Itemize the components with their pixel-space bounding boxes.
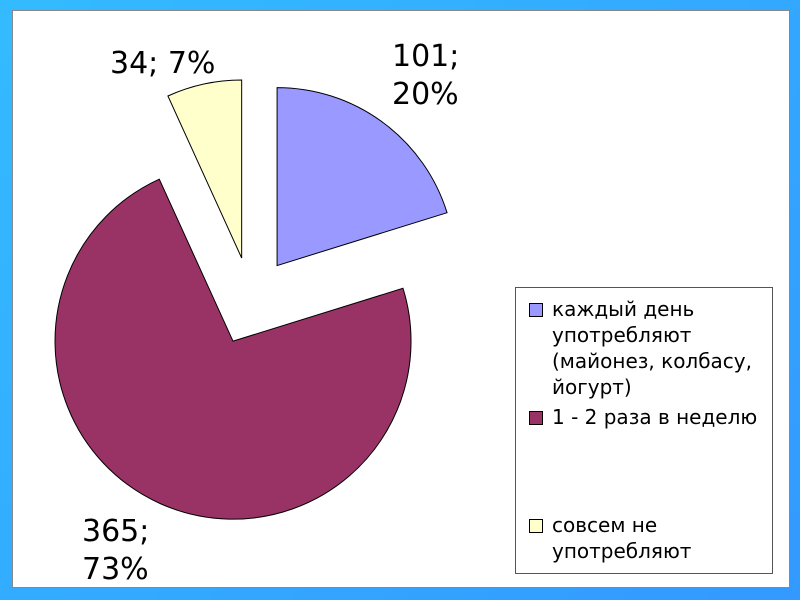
legend-entry: 1 - 2 раза в неделю xyxy=(526,404,766,430)
legend-swatch xyxy=(529,411,543,425)
legend-entry: каждый день употребляют (майонез, колбас… xyxy=(526,296,766,400)
legend: каждый день употребляют (майонез, колбас… xyxy=(515,287,773,574)
legend-label: 1 - 2 раза в неделю xyxy=(552,405,758,429)
data-label: 101; 20% xyxy=(392,39,460,112)
pie-slice xyxy=(54,178,412,520)
data-label: 365; 73% xyxy=(82,514,150,587)
data-label: 34; 7% xyxy=(110,46,216,81)
pie-slice xyxy=(167,79,243,259)
legend-label: совсем не употребляют xyxy=(552,513,692,563)
legend-swatch xyxy=(529,519,543,533)
legend-entry: совсем не употребляют xyxy=(526,512,766,564)
pie-slice xyxy=(276,87,448,267)
legend-label: каждый день употребляют (майонез, колбас… xyxy=(552,297,752,399)
legend-swatch xyxy=(529,303,543,317)
